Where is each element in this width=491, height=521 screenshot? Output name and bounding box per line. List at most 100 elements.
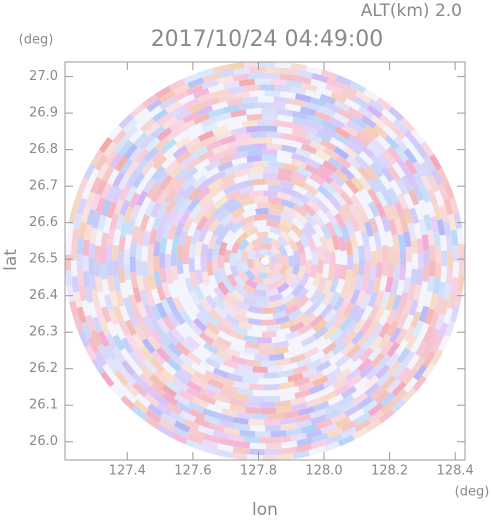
echo-cell xyxy=(78,284,87,302)
echo-cell xyxy=(402,314,414,331)
echo-cell xyxy=(426,229,435,246)
echo-cell xyxy=(273,96,290,104)
echo-cell xyxy=(238,78,255,87)
echo-cell xyxy=(238,161,254,171)
echo-cell xyxy=(202,433,220,444)
echo-cell xyxy=(264,395,281,403)
echo-cell xyxy=(380,399,397,415)
echo-cell xyxy=(275,315,291,325)
echo-cell xyxy=(230,336,247,347)
echo-cell xyxy=(231,156,248,167)
echo-cell xyxy=(233,440,251,449)
echo-cell xyxy=(211,340,227,353)
echo-cell xyxy=(119,199,131,216)
echo-cell xyxy=(172,176,187,192)
x-tick-label: 127.4 xyxy=(109,464,146,479)
echo-cell xyxy=(411,148,425,165)
echo-cell xyxy=(387,246,395,262)
echo-cell xyxy=(81,300,91,317)
echo-cell xyxy=(245,359,261,367)
echo-cell xyxy=(345,178,360,195)
echo-cell xyxy=(339,89,357,102)
echo-cell xyxy=(124,233,133,250)
echo-cell xyxy=(412,172,425,189)
echo-cell xyxy=(267,269,278,279)
echo-cell xyxy=(304,260,313,275)
echo-cell xyxy=(314,149,331,162)
echo-cell xyxy=(374,177,388,194)
echo-cell xyxy=(87,336,100,353)
echo-cell xyxy=(100,199,112,217)
echo-cell xyxy=(368,235,377,252)
echo-cell xyxy=(213,286,226,301)
echo-cell xyxy=(264,90,281,97)
echo-cell xyxy=(287,121,304,131)
echo-cell xyxy=(327,393,344,407)
echo-cell xyxy=(250,131,266,139)
echo-cell xyxy=(354,274,364,291)
echo-cell xyxy=(340,419,358,433)
echo-cell xyxy=(291,128,309,139)
echo-cell xyxy=(173,129,190,144)
echo-cell xyxy=(366,177,381,194)
echo-cell xyxy=(152,154,168,170)
echo-cell xyxy=(211,204,226,219)
echo-cell xyxy=(389,179,402,196)
echo-cell xyxy=(354,411,371,425)
echo-cell xyxy=(70,260,78,277)
echo-cell xyxy=(239,351,255,361)
echo-cell xyxy=(212,88,229,99)
echo-cell xyxy=(243,61,260,68)
echo-cell xyxy=(260,407,277,414)
echo-cell xyxy=(345,155,362,170)
echo-cell xyxy=(385,352,400,368)
echo-cell xyxy=(125,185,138,202)
echo-cell xyxy=(314,292,327,307)
echo-cell xyxy=(348,408,366,422)
echo-cell xyxy=(450,229,459,246)
echo-cell xyxy=(186,380,203,393)
echo-cell xyxy=(326,77,344,89)
echo-cell xyxy=(353,307,366,324)
echo-cell xyxy=(272,120,289,128)
echo-cell xyxy=(159,267,168,284)
y-tick-label: 26.3 xyxy=(29,325,58,340)
echo-cell xyxy=(360,188,374,204)
echo-cell xyxy=(248,448,265,456)
y-unit: (deg) xyxy=(19,33,54,48)
echo-cell xyxy=(357,395,374,410)
echo-cell xyxy=(319,235,329,251)
echo-cell xyxy=(159,97,176,111)
echo-cell xyxy=(448,197,459,214)
echo-cell xyxy=(109,152,124,169)
echo-cell xyxy=(223,80,240,90)
echo-cell xyxy=(300,226,313,241)
echo-cell xyxy=(165,238,174,255)
echo-cell xyxy=(265,425,281,432)
echo-cell xyxy=(358,175,372,192)
echo-cell xyxy=(109,213,120,230)
echo-cell xyxy=(304,221,317,236)
echo-cell xyxy=(415,296,426,313)
echo-cell xyxy=(149,357,165,373)
echo-cell xyxy=(303,212,318,227)
echo-cell xyxy=(365,418,382,433)
echo-cell xyxy=(151,288,162,305)
echo-cell xyxy=(452,245,460,262)
echo-cell xyxy=(321,126,338,139)
echo-cell xyxy=(221,147,238,158)
echo-cell xyxy=(367,188,380,205)
echo-cell xyxy=(127,311,140,328)
echo-cell xyxy=(280,446,297,455)
echo-cell xyxy=(305,65,323,76)
echo-cell xyxy=(367,402,384,417)
echo-cell xyxy=(190,362,207,376)
echo-cell xyxy=(106,244,113,261)
echo-cell xyxy=(309,264,318,279)
echo-cell xyxy=(207,107,225,119)
echo-cell xyxy=(89,227,98,244)
echo-cell xyxy=(310,439,328,450)
echo-cell xyxy=(340,226,351,242)
echo-cell xyxy=(346,255,354,271)
x-axis-label: lon xyxy=(252,500,278,520)
